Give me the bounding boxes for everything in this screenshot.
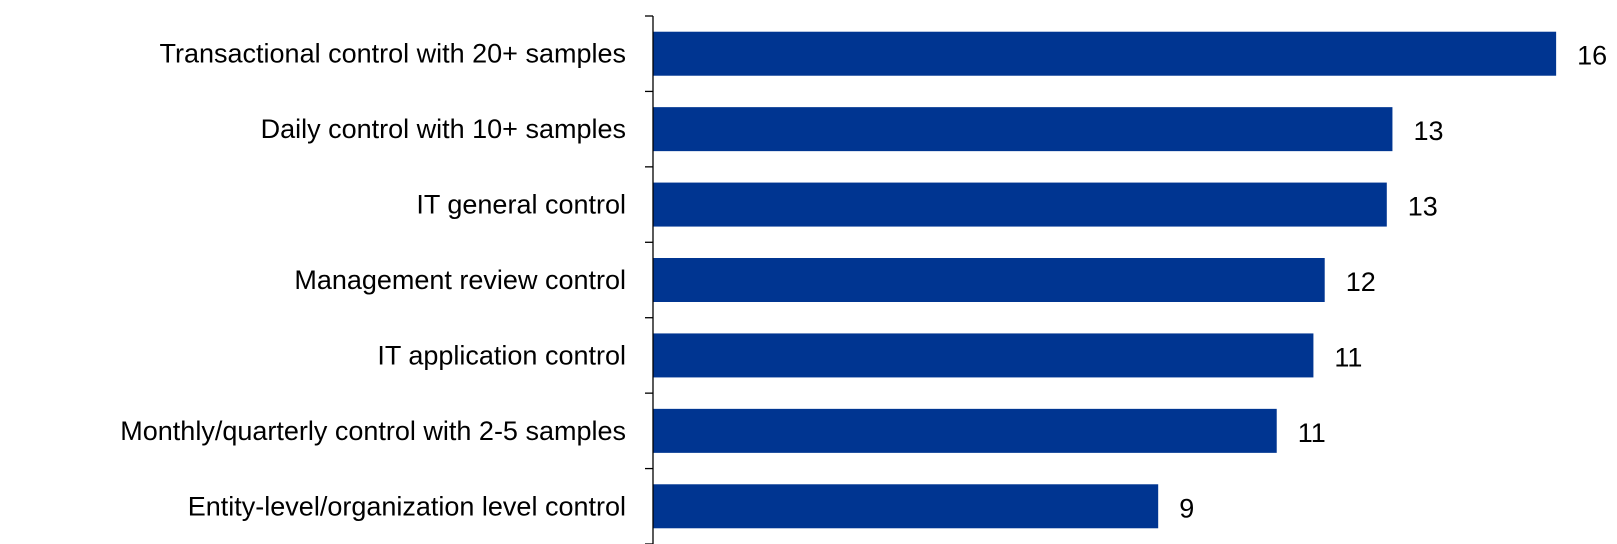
value-labels: 16 13 13 12 11 11 9 [1179, 41, 1607, 524]
bar [653, 107, 1393, 152]
bars-group [653, 31, 1557, 529]
value-label: 11 [1334, 342, 1362, 372]
value-label: 12 [1346, 267, 1376, 297]
category-axis-ticks [645, 15, 653, 544]
category-label: Monthly/quarterly control with 2-5 sampl… [120, 416, 626, 446]
bar [653, 31, 1557, 76]
value-label: 16 [1577, 41, 1607, 71]
category-label: IT application control [377, 340, 626, 370]
bar [653, 333, 1314, 378]
category-label: Entity-level/organization level control [188, 491, 626, 521]
value-label: 13 [1413, 116, 1443, 146]
bar [653, 408, 1277, 453]
category-label: Management review control [294, 265, 626, 295]
category-label: Transactional control with 20+ samples [160, 39, 626, 69]
category-labels: Transactional control with 20+ samples Da… [120, 39, 626, 522]
category-label: Daily control with 10+ samples [261, 114, 626, 144]
bar [653, 258, 1325, 302]
value-label: 11 [1298, 418, 1326, 448]
value-label: 9 [1179, 493, 1194, 523]
bar [653, 484, 1159, 529]
category-label: IT general control [416, 190, 626, 220]
bar [653, 182, 1387, 227]
value-label: 13 [1408, 192, 1438, 222]
